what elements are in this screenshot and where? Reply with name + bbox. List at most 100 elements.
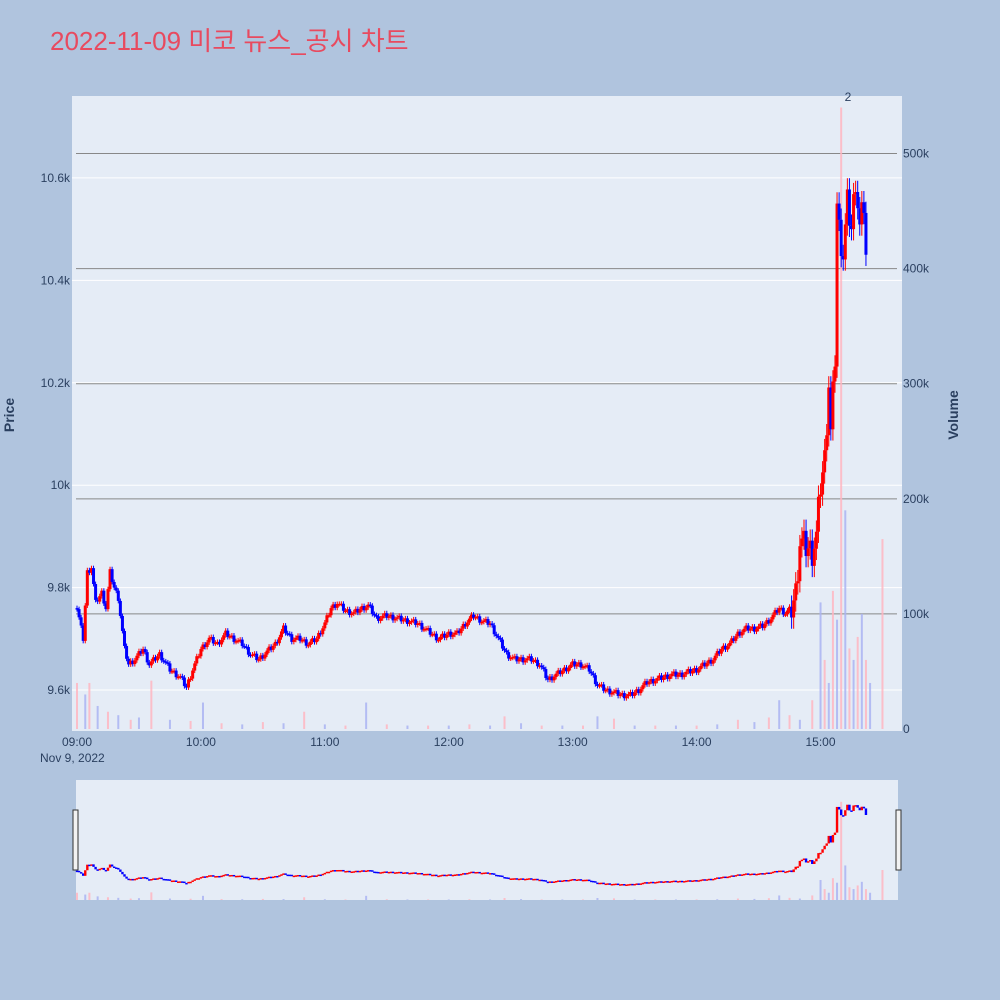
mini-candle [796,866,799,868]
mini-candle [691,880,694,883]
mini-candle [536,878,539,881]
candle-body [810,540,814,566]
mini-candle [592,880,595,883]
mini-candle [354,870,358,873]
mini-candle [464,873,467,875]
mini-volume-bar [503,898,506,900]
candle-body [647,681,651,685]
volume-bar [76,682,78,729]
candle-body [170,671,174,673]
candle-body [474,617,478,619]
mini-candle [428,873,432,876]
candle-body [498,637,502,640]
candle-body [292,639,296,642]
volume-bar [811,700,814,729]
mini-candle [829,835,833,843]
mini-candle [197,878,201,880]
x-tick-label: 11:00 [310,735,339,749]
candle-body [839,219,843,257]
mini-candle [323,872,327,875]
mini-volume-bar [117,897,120,900]
mini-candle [685,880,688,883]
mini-candle [627,884,630,886]
mini-candle [100,867,103,870]
mini-candle [385,871,388,873]
candle-body [748,628,752,631]
candle-body [393,618,397,621]
range-slider-left-handle[interactable] [72,809,79,871]
mini-candle [441,874,444,877]
mini-candle [321,873,324,876]
candle-body [199,649,203,657]
candle-body [697,669,701,673]
mini-candle [662,881,665,884]
mini-candle [552,881,556,883]
mini-candle [571,879,574,881]
volume-bar [137,717,140,729]
mini-candle [839,809,843,816]
mini-candle [325,871,329,874]
candle-body [205,642,209,648]
candle-body [255,653,259,661]
mini-candle [269,876,273,879]
main-plot-background[interactable] [72,96,902,731]
mini-candle [424,873,428,876]
volume-bar [836,619,839,729]
mini-candle [532,878,535,881]
mini-candle [819,852,822,855]
candle-body [525,658,529,661]
candle-body [771,614,775,620]
mini-candle [112,866,116,869]
candle-body [416,623,420,625]
candle-body [754,628,758,632]
candle-body [158,652,162,657]
mini-candle [734,875,738,877]
mini-candle [658,881,661,883]
mini-candle [575,879,579,882]
candle-body [364,607,368,611]
mini-candle [276,875,279,878]
candle-body [819,494,823,497]
mini-candle [443,874,446,877]
mini-candle [296,875,300,877]
mini-candle [573,879,576,881]
candle-body [624,696,628,699]
range-slider-right-handle[interactable] [895,809,902,871]
candle-body [263,654,267,659]
mini-candle [414,872,417,874]
volume-bar [406,725,409,729]
volume-bar [674,725,677,729]
mini-candle [121,871,124,875]
candle-body [461,623,465,629]
candle-body [325,615,329,623]
mini-volume-bar [852,889,855,900]
range-slider[interactable] [76,780,898,900]
candle-body [484,619,488,621]
candle-body [785,610,789,615]
mini-candle [141,877,145,879]
candle-body [829,387,833,430]
mini-candle [416,873,419,875]
mini-candle [205,876,209,878]
mini-candle [75,870,79,873]
mini-candle [616,883,620,886]
candle-body [711,660,715,664]
mini-candle [649,881,653,884]
mini-candle [660,881,663,883]
candle-body [849,225,853,230]
candle-body [833,366,837,382]
candle-body [608,688,612,695]
candle-body [362,606,366,611]
mini-candle [664,881,667,883]
candle-body [790,606,794,618]
mini-candle [437,875,440,878]
candle-body [418,622,422,625]
candle-body [738,631,742,636]
candle-body [668,676,672,680]
candle-body [209,637,213,639]
mini-candle [412,872,415,874]
candle-body [645,681,649,685]
candle-body [366,604,370,608]
mini-candle [340,869,343,872]
mini-volume-bar [582,899,585,900]
